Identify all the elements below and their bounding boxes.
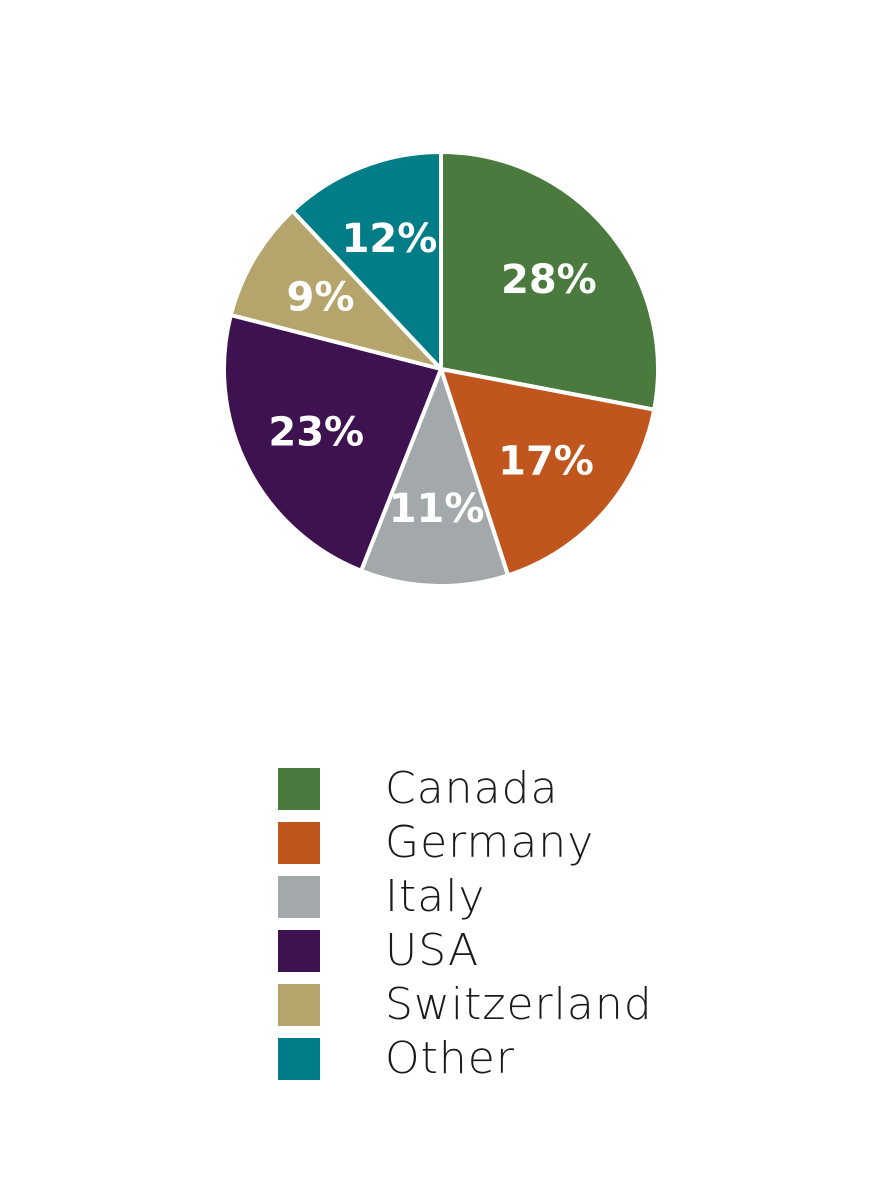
pie-data-labels: 28% 17% 11% 23% 9% 12% xyxy=(268,216,596,532)
data-label-other: 12% xyxy=(342,216,438,262)
pie-slice-germany xyxy=(438,366,657,578)
pie-slices xyxy=(222,149,660,588)
legend-item-canada: Canada xyxy=(278,762,653,816)
legend-item-italy: Italy xyxy=(278,870,653,924)
legend-swatch-canada xyxy=(278,768,320,810)
pie-slice-usa xyxy=(222,312,444,574)
legend-label-italy: Italy xyxy=(385,871,486,922)
legend-label-usa: USA xyxy=(385,925,480,976)
legend-item-usa: USA xyxy=(278,924,653,978)
pie-chart: 28% 17% 11% 23% 9% 12% xyxy=(222,149,660,588)
legend-item-other: Other xyxy=(278,1032,653,1086)
legend-item-germany: Germany xyxy=(278,816,653,870)
legend-label-germany: Germany xyxy=(385,817,595,868)
legend-swatch-germany xyxy=(278,822,320,864)
legend-swatch-switzerland xyxy=(278,984,320,1026)
pie-slice-other xyxy=(289,149,443,375)
pie-slice-canada xyxy=(439,149,660,413)
data-label-usa: 23% xyxy=(268,410,364,456)
legend-swatch-other xyxy=(278,1038,320,1080)
data-label-italy: 11% xyxy=(389,486,485,532)
data-label-switzerland: 9% xyxy=(287,275,355,321)
data-label-canada: 28% xyxy=(501,257,597,303)
pie-slice-switzerland xyxy=(228,207,448,373)
pie-slice-italy xyxy=(358,363,511,588)
data-label-germany: 17% xyxy=(498,439,594,485)
legend-swatch-italy xyxy=(278,876,320,918)
legend-label-other: Other xyxy=(385,1033,515,1084)
legend-item-switzerland: Switzerland xyxy=(278,978,653,1032)
legend-swatch-usa xyxy=(278,930,320,972)
legend-label-switzerland: Switzerland xyxy=(385,979,653,1030)
legend: Canada Germany Italy USA Switzerland Other xyxy=(278,762,653,1086)
legend-label-canada: Canada xyxy=(385,763,559,814)
